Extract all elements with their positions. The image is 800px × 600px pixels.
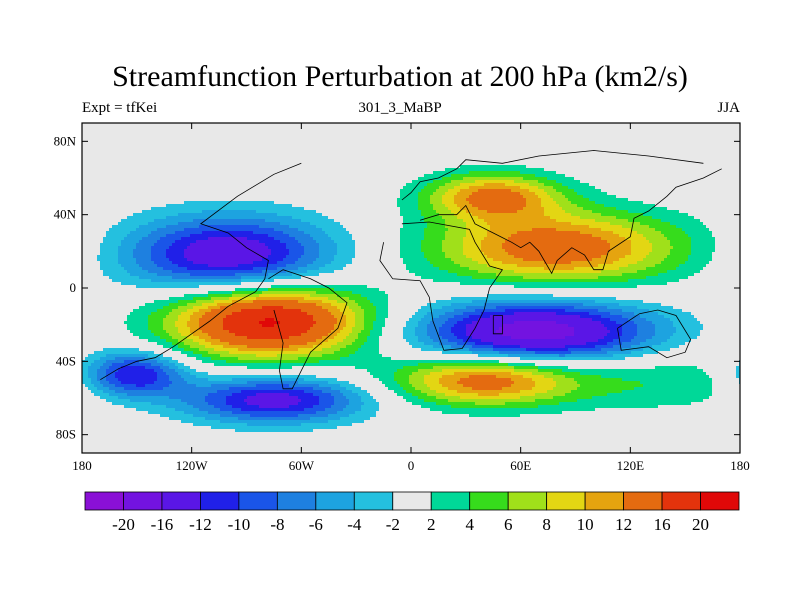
colorbar-swatch <box>547 492 585 510</box>
colorbar-swatch <box>431 492 469 510</box>
colorbar: -20 -16 -12 -10 -8 -6 -4 -2 2 4 6 8 10 12 16 20 <box>85 492 739 534</box>
colorbar-swatch <box>239 492 277 510</box>
colorbar-label: -20 <box>112 515 135 534</box>
colorbar-swatch <box>162 492 200 510</box>
y-tick-label: 40S <box>56 353 76 368</box>
colorbar-label: 4 <box>465 515 474 534</box>
y-tick-label: 0 <box>70 280 77 295</box>
colorbar-label: 16 <box>654 515 671 534</box>
y-tick-label: 80N <box>54 133 77 148</box>
x-tick-label: 180 <box>730 458 750 473</box>
colorbar-label: 20 <box>692 515 709 534</box>
colorbar-label: -6 <box>309 515 323 534</box>
x-tick-label: 60E <box>510 458 531 473</box>
colorbar-label: 12 <box>615 515 632 534</box>
colorbar-label: -4 <box>347 515 362 534</box>
colorbar-swatch <box>354 492 392 510</box>
y-tick-label: 40N <box>54 207 77 222</box>
colorbar-label: 2 <box>427 515 436 534</box>
colorbar-swatch <box>200 492 238 510</box>
colorbar-label: -8 <box>270 515 284 534</box>
colorbar-label: -12 <box>189 515 212 534</box>
x-tick-label: 120E <box>617 458 645 473</box>
x-tick-label: 180 <box>72 458 92 473</box>
colorbar-label: 10 <box>577 515 594 534</box>
colorbar-label: -2 <box>386 515 400 534</box>
colorbar-swatch <box>393 492 431 510</box>
x-tick-label: 60W <box>289 458 315 473</box>
colorbar-swatch <box>624 492 662 510</box>
x-tick-label: 120W <box>176 458 209 473</box>
colorbar-swatch <box>316 492 354 510</box>
colorbar-label: 8 <box>542 515 551 534</box>
colorbar-swatch <box>470 492 508 510</box>
colorbar-label: -16 <box>151 515 174 534</box>
colorbar-label: -10 <box>228 515 251 534</box>
y-tick-label: 80S <box>56 427 76 442</box>
x-tick-label: 0 <box>408 458 415 473</box>
field-contour-layer <box>82 123 740 453</box>
colorbar-swatch <box>508 492 546 510</box>
colorbar-swatch <box>123 492 161 510</box>
colorbar-swatch <box>701 492 739 510</box>
colorbar-swatch <box>277 492 315 510</box>
colorbar-swatch <box>662 492 700 510</box>
colorbar-label: 6 <box>504 515 513 534</box>
colorbar-swatch <box>585 492 623 510</box>
colorbar-swatch <box>85 492 123 510</box>
